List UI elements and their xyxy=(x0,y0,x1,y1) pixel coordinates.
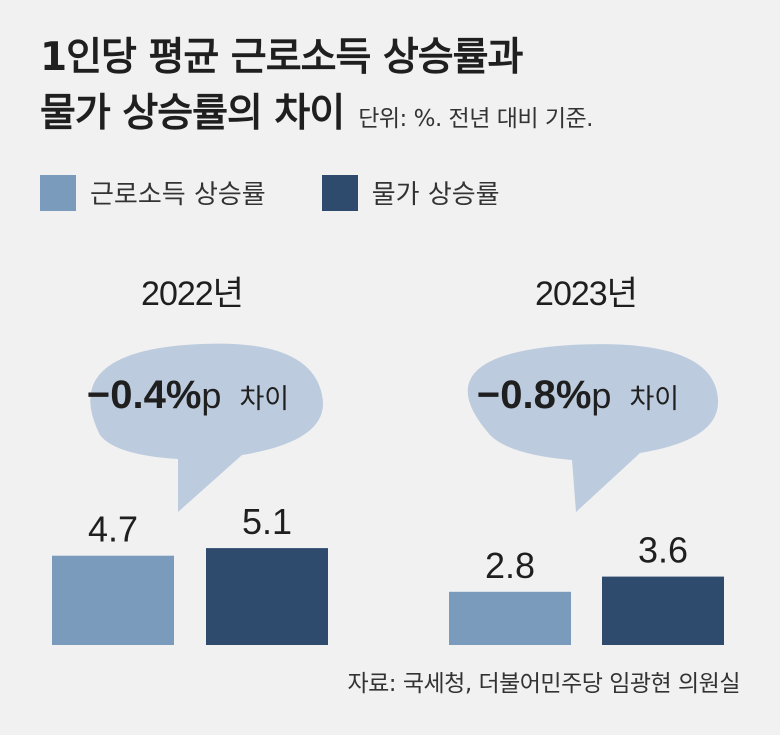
chart-title: 1인당 평균 근로소득 상승률과 물가 상승률의 차이 단위: %. 전년 대비 … xyxy=(40,30,593,147)
legend-item-income: 근로소득 상승률 xyxy=(40,174,266,211)
unit-note: 단위: %. 전년 대비 기준. xyxy=(358,106,593,132)
value-label-2022-income: 4.7 xyxy=(88,509,138,550)
annotation-text-2023: −0.8%p 차이 xyxy=(477,373,679,417)
value-label-2023-income: 2.8 xyxy=(485,545,535,586)
annotation-suffix-2023: 차이 xyxy=(629,384,679,414)
annotation-suffix-2022: 차이 xyxy=(239,384,289,414)
legend-item-price: 물가 상승률 xyxy=(321,174,500,211)
value-label-2022-price: 5.1 xyxy=(242,501,292,542)
title-line-2: 물가 상승률의 차이 단위: %. 전년 대비 기준. xyxy=(40,86,593,147)
source-note: 자료: 국세청, 더불어민주당 임광현 의원실 xyxy=(347,671,740,697)
bar-2022-price xyxy=(206,548,328,645)
annotation-unit-2022: p xyxy=(201,375,221,416)
annotation-text-2022: −0.4%p 차이 xyxy=(87,373,289,417)
category-label-2022: 2022년 xyxy=(141,275,243,313)
annotation-minus-2023: − xyxy=(477,373,500,417)
bar-2023-price xyxy=(602,576,724,645)
annotation-value-2022: 0.4% xyxy=(110,373,201,417)
bar-2022-income xyxy=(52,555,174,645)
legend: 근로소득 상승률 물가 상승률 xyxy=(40,174,556,211)
legend-swatch-income xyxy=(40,174,76,211)
title-line-1: 1인당 평균 근로소득 상승률과 xyxy=(40,35,523,80)
annotation-value-2023: 0.8% xyxy=(500,373,591,417)
title-line-2-text: 물가 상승률의 차이 xyxy=(40,91,345,136)
legend-label-price: 물가 상승률 xyxy=(371,180,500,210)
legend-label-income: 근로소득 상승률 xyxy=(90,180,266,210)
annotation-bubble-2023 xyxy=(467,344,719,512)
value-label-2023-price: 3.6 xyxy=(638,530,688,571)
category-label-2023: 2023년 xyxy=(535,275,637,313)
legend-swatch-price xyxy=(321,174,358,211)
annotation-bubble-2022 xyxy=(90,343,323,512)
annotation-minus-2022: − xyxy=(87,373,110,417)
bar-2023-income xyxy=(449,591,571,645)
annotation-unit-2023: p xyxy=(591,375,611,416)
